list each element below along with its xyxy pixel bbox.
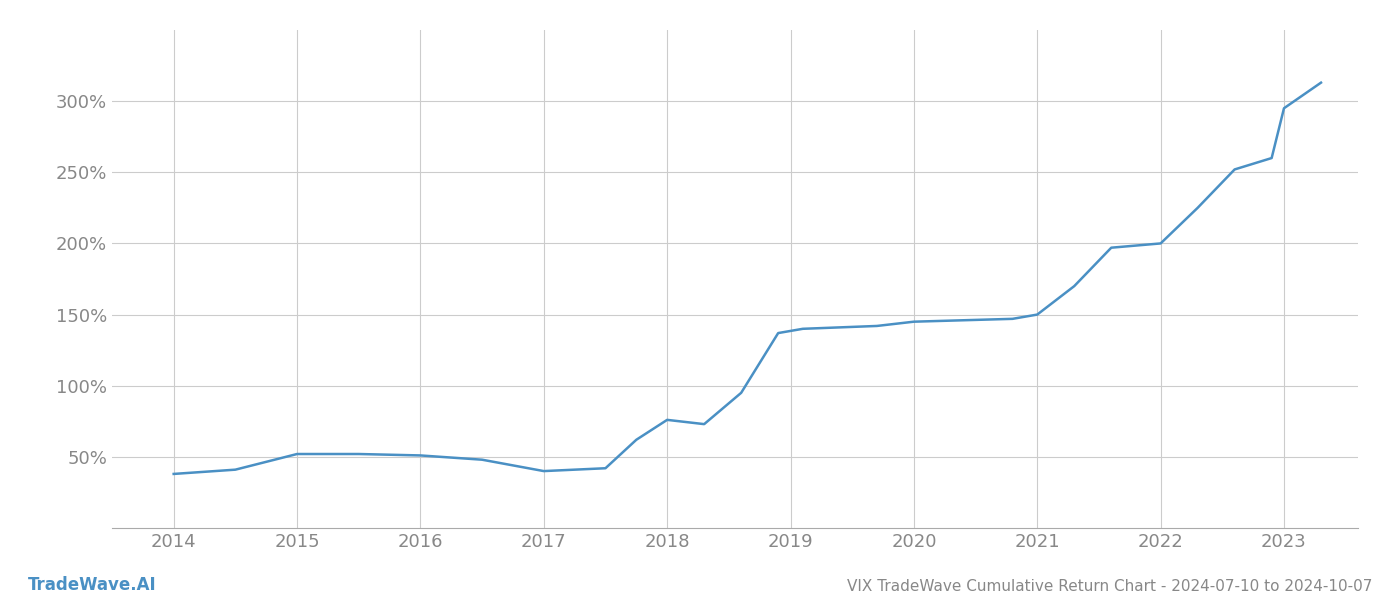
Text: TradeWave.AI: TradeWave.AI: [28, 576, 157, 594]
Text: VIX TradeWave Cumulative Return Chart - 2024-07-10 to 2024-10-07: VIX TradeWave Cumulative Return Chart - …: [847, 579, 1372, 594]
